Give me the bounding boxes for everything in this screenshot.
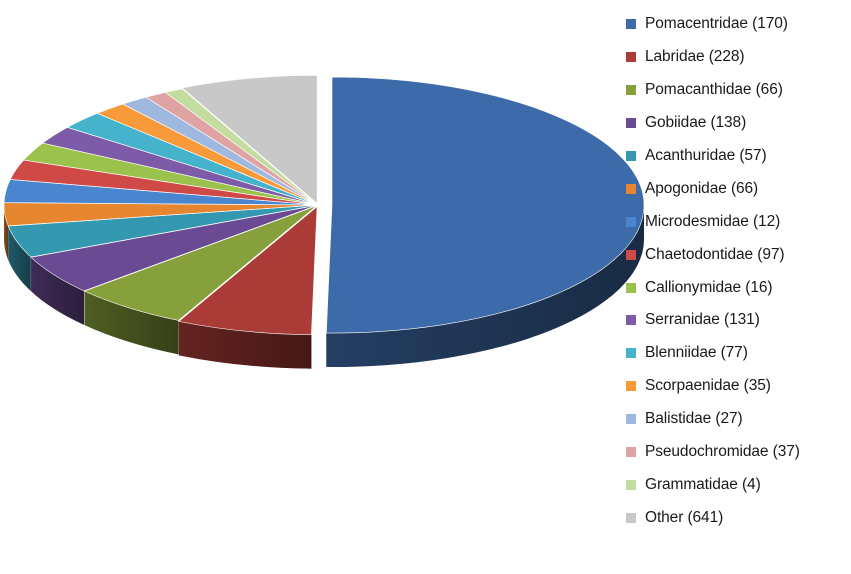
legend-swatch <box>626 414 636 425</box>
pie-slice <box>181 75 318 205</box>
legend-item: Grammatidae (4) <box>626 468 851 501</box>
pie-tops <box>3 75 645 335</box>
legend-swatch <box>626 216 636 227</box>
legend-swatch <box>626 151 636 161</box>
legend-label: Pomacentridae (170) <box>645 15 788 33</box>
legend-item: Microdesmidae (12) <box>626 205 851 238</box>
legend-label: Chaetodontidae (97) <box>645 245 785 263</box>
legend-item: Acanthuridae (57) <box>626 140 851 173</box>
legend-label: Apogonidae (66) <box>645 179 759 197</box>
pie-slice <box>164 88 318 205</box>
legend-swatch <box>626 183 636 194</box>
legend-swatch <box>626 512 636 523</box>
legend-item: Serranidae (131) <box>626 304 851 337</box>
pie-slice-side-shade <box>326 205 644 368</box>
legend-item: Pseudochromidae (37) <box>626 436 851 469</box>
legend-label: Callionymidae (16) <box>645 278 773 296</box>
legend-swatch <box>626 315 636 326</box>
pie-slice-side-shade <box>4 205 9 260</box>
legend-swatch <box>626 85 636 96</box>
pie-slice-side-shade <box>8 226 31 292</box>
legend-swatch <box>626 381 636 392</box>
legend-label: Pseudochromidae (37) <box>645 443 800 461</box>
legend-item: Callionymidae (16) <box>626 271 851 304</box>
legend-swatch <box>626 348 636 359</box>
legend-swatch <box>626 249 636 260</box>
legend-item: Blenniidae (77) <box>626 337 851 370</box>
legend-item: Other (641) <box>626 501 851 534</box>
pie-slice <box>326 76 645 334</box>
legend-label: Other (641) <box>645 508 724 526</box>
legend-swatch <box>626 282 636 293</box>
legend-item: Labridae (228) <box>626 41 851 74</box>
legend-label: Blenniidae (77) <box>645 344 748 362</box>
legend-label: Gobiidae (138) <box>645 114 747 132</box>
legend-swatch <box>626 52 636 63</box>
legend-swatch <box>626 447 636 458</box>
legend-label: Grammatidae (4) <box>645 475 761 493</box>
pie-slice-side-shade <box>84 291 179 355</box>
legend-item: Chaetodontidae (97) <box>626 238 851 271</box>
legend-swatch <box>626 118 636 129</box>
legend-swatch <box>626 479 636 490</box>
pie-sides <box>4 205 644 369</box>
legend-label: Labridae (228) <box>645 48 745 66</box>
legend-label: Serranidae (131) <box>645 311 760 329</box>
legend-label: Pomacanthidae (66) <box>645 81 783 99</box>
legend-label: Acanthuridae (57) <box>645 147 767 164</box>
pie-slice <box>83 205 317 321</box>
legend-item: Gobiidae (138) <box>626 107 851 140</box>
legend-item: Apogonidae (66) <box>626 172 851 205</box>
pie-slice-side-shade <box>31 257 85 325</box>
legend-item: Scorpaenidae (35) <box>626 370 851 403</box>
legend-item: Pomacentridae (170) <box>626 8 851 41</box>
legend-item: Balistidae (27) <box>626 403 851 436</box>
legend-item: Pomacanthidae (66) <box>626 74 851 107</box>
legend-label: Microdesmidae (12) <box>645 212 781 230</box>
legend-label: Scorpaenidae (35) <box>645 377 771 395</box>
pie-slice-side-shade <box>178 321 312 369</box>
legend-swatch <box>626 19 636 30</box>
legend-label: Balistidae (27) <box>645 410 743 428</box>
pie-slice <box>178 205 318 335</box>
legend: Pomacentridae (170) Labridae (228) Pomacan… <box>626 8 851 534</box>
